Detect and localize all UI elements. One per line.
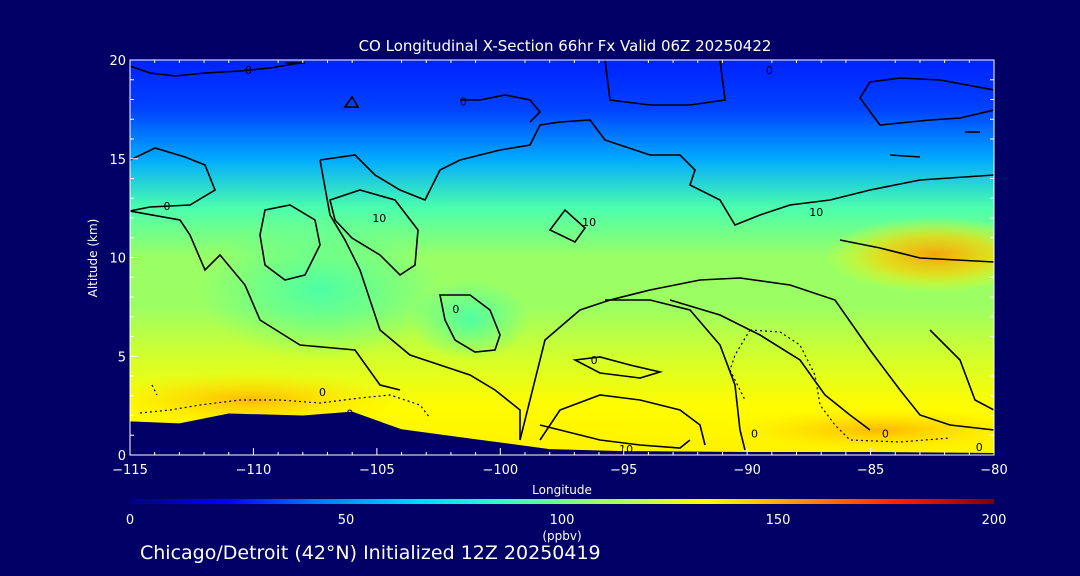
contour-line (839, 239, 994, 263)
dashed-contour-line (151, 384, 158, 396)
y-tick-label: 0 (118, 449, 126, 464)
contour-line (669, 299, 871, 431)
dashed-contour-line (139, 394, 431, 419)
contour-labels: 0000101010000010000 (164, 64, 983, 456)
contour-label: 0 (882, 427, 889, 440)
contour-line (859, 77, 994, 126)
x-tick-label: −100 (482, 463, 518, 478)
y-axis-label: Altitude (km) (86, 219, 100, 298)
contour-label: 0 (164, 200, 171, 213)
high-co-east-lowlevel (730, 408, 994, 452)
colorbar-tick-label: 50 (338, 513, 355, 528)
contour-line (889, 154, 921, 158)
contour-label: 0 (452, 303, 459, 316)
y-axis: 0 5 10 15 20 (109, 54, 994, 464)
x-tick-label: −110 (236, 463, 272, 478)
dashed-contour-lines (139, 329, 951, 443)
colorbar-tick-label: 200 (982, 513, 1007, 528)
contour-line (460, 94, 542, 123)
plot-area: 0000101010000010000 (130, 60, 994, 456)
contour-line (130, 147, 216, 212)
contour-line (605, 299, 746, 451)
contour-line (343, 95, 360, 108)
contour-line (319, 119, 621, 202)
contour-line (130, 62, 301, 77)
contour-label: 10 (619, 443, 633, 456)
contour-line (539, 394, 706, 446)
contour-lines (130, 60, 994, 451)
contour-line (572, 356, 664, 379)
contour-line (329, 189, 419, 277)
contour-label: 0 (976, 441, 983, 454)
x-axis-label: Longitude (532, 483, 592, 497)
colorbar-tick-label: 100 (550, 513, 575, 528)
contour-label: 0 (591, 354, 598, 367)
contour-line (130, 210, 401, 391)
x-tick-label: −85 (857, 463, 884, 478)
initialization-caption: Chicago/Detroit (42°N) Initialized 12Z 2… (140, 542, 601, 564)
x-tick-label: −95 (610, 463, 637, 478)
contour-label: 0 (319, 386, 326, 399)
y-tick-label: 10 (109, 252, 126, 267)
high-co-east-region (825, 217, 994, 293)
y-tick-label: 5 (118, 350, 126, 365)
contour-label: 0 (766, 64, 773, 77)
contour-label: 0 (245, 64, 252, 77)
x-tick-label: −80 (980, 463, 1007, 478)
contour-line (259, 204, 321, 281)
contour-line (319, 159, 521, 440)
contour-line (929, 329, 994, 411)
contour-line (548, 208, 587, 244)
contour-label: 10 (809, 206, 823, 219)
low-co-pool-center (410, 280, 530, 360)
x-tick-label: −105 (359, 463, 395, 478)
contour-label: 0 (460, 95, 467, 108)
terrain-mask (130, 411, 994, 455)
dashed-contour-line (729, 329, 751, 401)
y-tick-label: 15 (109, 153, 126, 168)
contour-line (539, 424, 691, 449)
chart-title: CO Longitudinal X-Section 66hr Fx Valid … (359, 37, 772, 55)
x-tick-label: −90 (733, 463, 760, 478)
colorbar-units: (ppbv) (542, 529, 581, 543)
contour-line (619, 144, 994, 226)
colorbar-ticks: 0 50 100 150 200 (126, 513, 1007, 528)
x-axis: −115 −110 −105 −100 −95 −90 −85 −80 (112, 60, 1008, 478)
contour-label: 10 (582, 216, 596, 229)
contour-line (604, 60, 726, 106)
contour-line (519, 277, 994, 441)
y-tick-label: 20 (109, 54, 126, 69)
x-tick-label: −115 (112, 463, 148, 478)
colorbar-tick-label: 0 (126, 513, 134, 528)
contour-label: 10 (372, 212, 386, 225)
contour-label: 0 (751, 427, 758, 440)
colorbar (130, 499, 994, 504)
colorbar-tick-label: 150 (766, 513, 791, 528)
contour-line (439, 294, 501, 353)
